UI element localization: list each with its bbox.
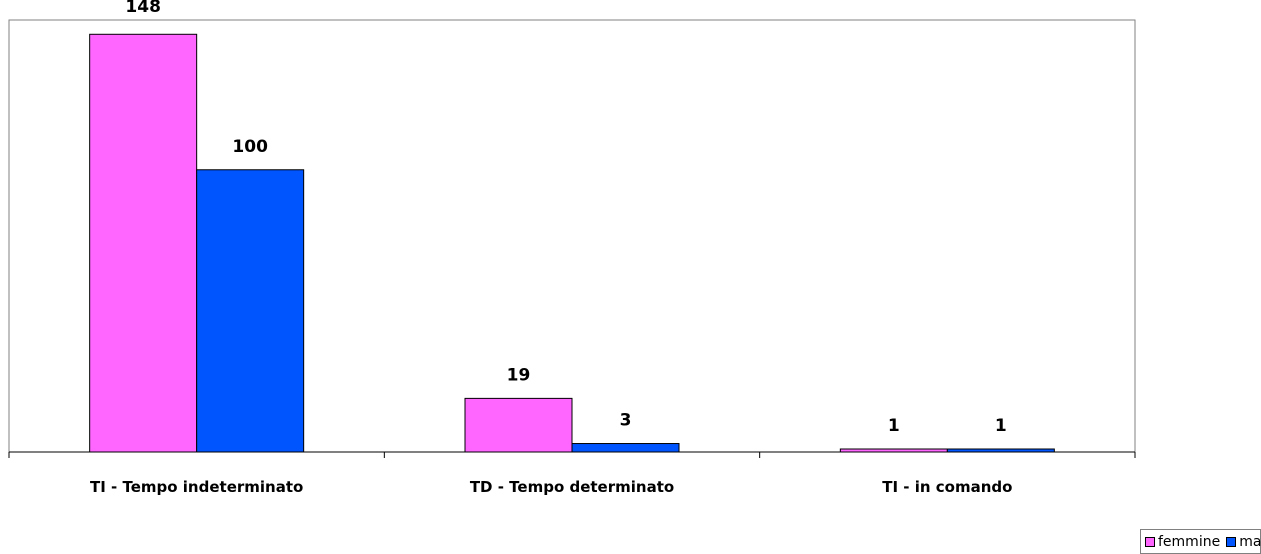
data-label-femmine-0: 148 bbox=[125, 0, 161, 17]
legend-item-femmine: femmine bbox=[1145, 534, 1220, 550]
legend-swatch-femmine bbox=[1145, 536, 1155, 547]
labels-layer: 148 100 TI - Tempo indeterminato 19 3 TD - Te… bbox=[90, 0, 1012, 496]
data-label-femmine-1: 19 bbox=[507, 365, 531, 385]
data-label-maschi-0: 100 bbox=[232, 137, 268, 157]
category-label: TI - Tempo indeterminato bbox=[90, 478, 303, 496]
ticks-layer bbox=[8, 452, 1136, 458]
legend: femmine maschi bbox=[1140, 529, 1261, 554]
bar-maschi-1 bbox=[571, 443, 680, 453]
legend-label-maschi: maschi bbox=[1239, 533, 1261, 550]
bar-femmine-0 bbox=[89, 33, 198, 453]
bars-layer bbox=[89, 33, 1055, 453]
category-label: TD - Tempo determinato bbox=[470, 478, 674, 496]
bar-femmine-1 bbox=[464, 397, 573, 453]
data-label-maschi-2: 1 bbox=[995, 416, 1007, 436]
data-label-femmine-2: 1 bbox=[888, 416, 900, 436]
data-label-maschi-1: 3 bbox=[620, 411, 632, 431]
legend-label-femmine: femmine bbox=[1158, 533, 1221, 550]
legend-item-maschi: maschi bbox=[1226, 534, 1261, 550]
bar-maschi-0 bbox=[196, 169, 305, 453]
category-label: TI - in comando bbox=[882, 478, 1012, 496]
legend-swatch-maschi bbox=[1226, 536, 1237, 547]
